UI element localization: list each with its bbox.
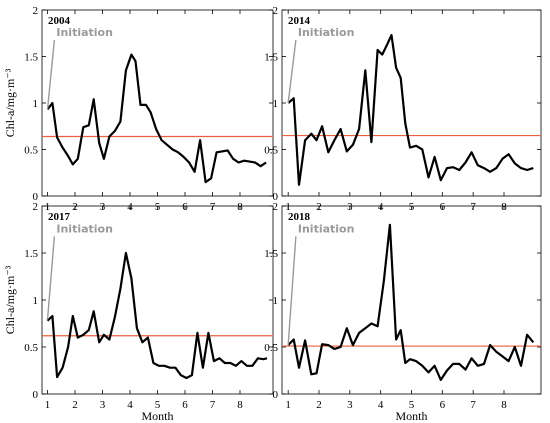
chart-panel-2004: 00.511.5212345678Initiation2004Chl-a/mg·… (3, 5, 274, 213)
panel-title: 2004 (48, 15, 71, 27)
x-axis-label: Month (395, 409, 427, 423)
y-tick-label: 0 (33, 191, 39, 203)
x-tick-label: 2 (316, 399, 322, 411)
x-tick-label: 1 (285, 399, 291, 411)
y-tick-label: 0.5 (264, 342, 278, 354)
panel-title: 2017 (48, 211, 71, 223)
annotation-label: Initiation (298, 26, 355, 39)
panel-title: 2014 (288, 15, 311, 27)
y-tick-label: 1.5 (264, 248, 278, 260)
annotation-label: Initiation (56, 26, 113, 39)
y-tick-label: 0 (273, 389, 279, 401)
x-tick-label: 5 (155, 399, 161, 411)
annotation-pointer (287, 236, 297, 346)
x-tick-label: 3 (100, 399, 106, 411)
series-line (46, 53, 267, 184)
y-tick-label: 1.5 (264, 52, 278, 64)
chart-panel-2014: 00.511.5212345678Initiation2014 (264, 5, 542, 213)
y-tick-label: 1 (273, 295, 279, 307)
y-tick-label: 1 (273, 98, 279, 110)
y-axis-label: Chl-a/mg·m⁻³ (3, 68, 17, 137)
y-tick-label: 0.5 (264, 145, 278, 157)
panel-title: 2018 (288, 211, 311, 223)
x-tick-label: 4 (127, 399, 133, 411)
x-tick-label: 1 (45, 399, 51, 411)
y-axis-label: Chl-a/mg·m⁻³ (3, 265, 17, 334)
y-tick-label: 2 (33, 201, 39, 213)
annotation-label: Initiation (56, 222, 113, 235)
x-tick-label: 6 (182, 399, 188, 411)
x-tick-label: 3 (347, 399, 353, 411)
x-tick-label: 5 (409, 399, 415, 411)
series-line (287, 223, 535, 381)
annotation-pointer (287, 39, 297, 104)
x-tick-label: 8 (501, 399, 507, 411)
y-tick-label: 1.5 (24, 248, 38, 260)
x-tick-label: 8 (237, 399, 243, 411)
y-tick-label: 1 (33, 98, 39, 110)
x-tick-label: 6 (440, 399, 446, 411)
series-line (46, 251, 268, 380)
y-tick-label: 0 (33, 389, 39, 401)
y-tick-label: 0.5 (24, 145, 38, 157)
x-tick-label: 7 (470, 399, 476, 411)
x-tick-label: 4 (378, 399, 384, 411)
y-tick-label: 0 (273, 191, 279, 203)
annotation-label: Initiation (298, 222, 355, 235)
y-tick-label: 2 (33, 5, 39, 17)
series-line (287, 33, 534, 186)
annotation-pointer (46, 39, 56, 110)
y-tick-label: 2 (273, 5, 279, 17)
y-tick-label: 2 (273, 201, 279, 213)
x-tick-label: 7 (210, 399, 216, 411)
y-tick-label: 1 (33, 295, 39, 307)
y-tick-label: 1.5 (24, 52, 38, 64)
annotation-pointer (46, 236, 56, 320)
y-tick-label: 0.5 (24, 342, 38, 354)
x-axis-label: Month (141, 409, 173, 423)
x-tick-label: 2 (72, 399, 78, 411)
